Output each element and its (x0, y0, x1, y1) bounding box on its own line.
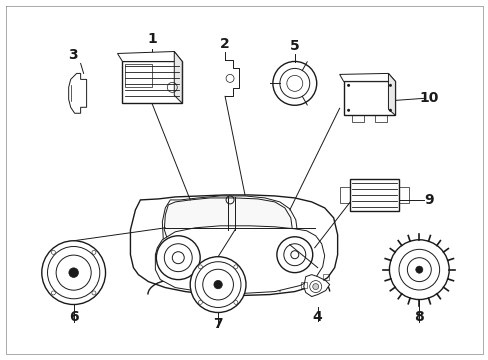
Polygon shape (117, 51, 182, 62)
Bar (300, 282, 306, 288)
Polygon shape (303, 275, 329, 297)
Text: 2: 2 (220, 36, 229, 50)
Polygon shape (155, 226, 324, 293)
Circle shape (415, 266, 422, 273)
Polygon shape (130, 195, 337, 296)
Circle shape (312, 284, 318, 289)
Polygon shape (339, 73, 395, 81)
Bar (322, 274, 328, 280)
Circle shape (51, 291, 55, 295)
Circle shape (198, 265, 202, 269)
Polygon shape (343, 81, 395, 115)
Circle shape (69, 268, 78, 278)
Circle shape (286, 75, 302, 91)
Text: 8: 8 (414, 310, 423, 324)
Circle shape (92, 291, 96, 295)
Text: 9: 9 (424, 193, 433, 207)
Bar (125, 64, 152, 87)
Polygon shape (164, 198, 292, 261)
Text: 4: 4 (312, 310, 322, 324)
Bar (375, 115, 386, 122)
Circle shape (233, 300, 237, 304)
Circle shape (198, 300, 202, 304)
Circle shape (346, 109, 349, 112)
Bar (351, 115, 363, 122)
Polygon shape (174, 51, 182, 103)
Text: 5: 5 (289, 39, 299, 53)
Text: 7: 7 (213, 318, 223, 332)
Bar (399, 187, 408, 203)
Circle shape (51, 250, 55, 255)
Circle shape (41, 241, 105, 305)
Polygon shape (122, 62, 182, 103)
Circle shape (388, 84, 391, 87)
Polygon shape (349, 179, 399, 211)
Circle shape (346, 84, 349, 87)
Circle shape (233, 265, 237, 269)
Text: 10: 10 (419, 91, 438, 105)
Circle shape (388, 109, 391, 112)
Bar (339, 187, 349, 203)
Polygon shape (68, 73, 86, 113)
Text: 3: 3 (68, 49, 77, 63)
Circle shape (213, 280, 222, 289)
Circle shape (92, 250, 96, 255)
Text: 6: 6 (69, 310, 78, 324)
Polygon shape (387, 73, 395, 115)
Circle shape (190, 257, 245, 312)
Circle shape (388, 240, 448, 300)
Polygon shape (162, 196, 297, 264)
Text: 1: 1 (147, 32, 157, 46)
